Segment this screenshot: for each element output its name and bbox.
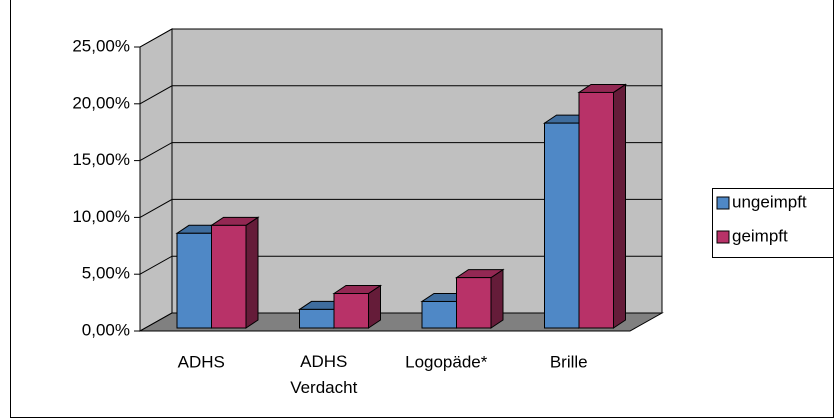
bar	[456, 277, 492, 329]
legend-label: ungeimpft	[732, 192, 807, 211]
y-tick-label: 0,00%	[82, 320, 130, 339]
y-tick-label: 10,00%	[72, 207, 130, 226]
bar-side	[490, 268, 504, 329]
x-tick-label: ADHS Verdacht	[290, 352, 357, 397]
side-wall	[139, 28, 173, 332]
x-tick-label: ADHS	[178, 352, 225, 371]
y-tick-label: 5,00%	[82, 264, 130, 283]
legend-swatch	[716, 196, 730, 210]
bar	[333, 293, 369, 329]
grid-line	[139, 255, 662, 275]
grid-line	[139, 85, 662, 105]
legend-swatch	[716, 230, 730, 244]
grid-line	[139, 142, 662, 162]
bar	[211, 224, 247, 329]
y-tick-label: 20,00%	[72, 93, 130, 112]
bar	[299, 308, 335, 329]
bar	[176, 232, 212, 329]
bar	[544, 122, 580, 329]
bar	[421, 300, 457, 329]
x-tick-label: Brille	[550, 352, 588, 371]
legend-label: geimpft	[732, 226, 788, 245]
legend-box	[712, 188, 834, 258]
bar-side	[245, 216, 259, 329]
grid-line	[139, 198, 662, 218]
bar	[578, 91, 614, 329]
bar-side	[613, 83, 626, 329]
y-tick-label: 25,00%	[72, 36, 130, 55]
x-tick-label: Logopäde*	[405, 352, 488, 371]
grid-line	[139, 28, 662, 48]
y-tick-label: 15,00%	[72, 150, 130, 169]
